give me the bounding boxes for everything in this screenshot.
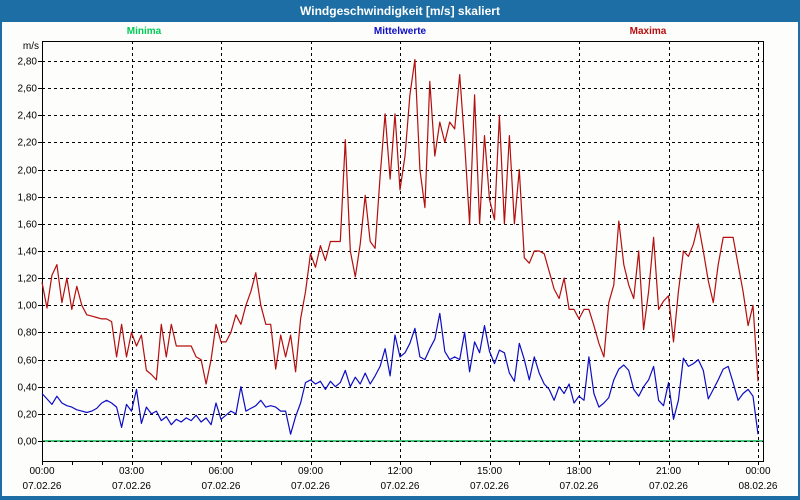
- mittelwerte-line: [41, 312, 759, 435]
- x-axis-date-label: 07.02.26: [649, 481, 688, 492]
- y-axis-tick-label: 1,60: [18, 220, 38, 231]
- y-axis-tick-label: 0,20: [18, 410, 38, 421]
- y-axis-tick-label: 0,80: [18, 328, 38, 339]
- legend-mittelwerte: Mittelwerte: [373, 26, 427, 37]
- x-axis-date-label: 07.02.26: [381, 481, 420, 492]
- x-axis-date-label: 07.02.26: [560, 481, 599, 492]
- x-axis-time-label: 12:00: [387, 466, 412, 477]
- y-axis-tick-label: 1,40: [18, 247, 38, 258]
- y-axis-tick-label: 2,60: [18, 84, 38, 95]
- x-axis-date-label: 07.02.26: [470, 481, 509, 492]
- y-axis-tick-label: 1,80: [18, 193, 38, 204]
- x-axis-time-label: 21:00: [656, 466, 681, 477]
- y-axis-tick-label: 0,60: [18, 356, 38, 367]
- x-axis-time-label: 09:00: [298, 466, 323, 477]
- x-axis-date-label: 07.02.26: [23, 481, 62, 492]
- x-axis-time-label: 18:00: [566, 466, 591, 477]
- x-axis-date-label: 07.02.26: [291, 481, 330, 492]
- x-axis-date-label: 07.02.26: [202, 481, 241, 492]
- x-axis-time-label: 06:00: [208, 466, 233, 477]
- y-axis-tick-label: 1,20: [18, 274, 38, 285]
- y-axis-tick-label: 1,00: [18, 301, 38, 312]
- y-axis-tick-label: 2,00: [18, 166, 38, 177]
- maxima-line: [41, 58, 759, 385]
- x-axis-time-label: 00:00: [29, 466, 54, 477]
- y-axis-tick-label: 2,80: [18, 57, 38, 68]
- window-title: Windgeschwindigkeit [m/s] skaliert: [300, 4, 500, 18]
- window-title-bar: Windgeschwindigkeit [m/s] skaliert: [2, 0, 798, 22]
- x-axis-date-label: 07.02.26: [112, 481, 151, 492]
- x-axis-time-label: 03:00: [119, 466, 144, 477]
- y-axis-tick-label: 0,00: [18, 437, 38, 448]
- legend-maxima: Maxima: [629, 26, 667, 37]
- x-axis-date-label: 08.02.26: [739, 481, 778, 492]
- legend-minima: Minima: [126, 26, 162, 37]
- x-axis-time-label: 15:00: [477, 466, 502, 477]
- x-axis-time-label: 00:00: [745, 466, 770, 477]
- plot-border: [42, 41, 764, 462]
- y-axis-tick-label: 0,40: [18, 383, 38, 394]
- y-axis-tick-label: 2,20: [18, 138, 38, 149]
- y-axis-unit-label: m/s: [23, 41, 39, 52]
- y-axis-tick-label: 2,40: [18, 111, 38, 122]
